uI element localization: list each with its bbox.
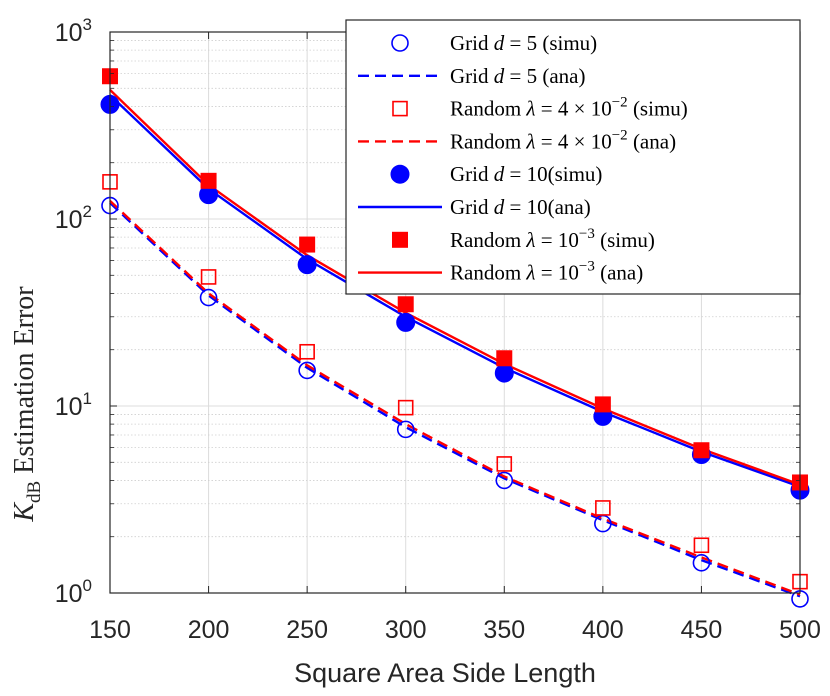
series-lines bbox=[109, 89, 801, 598]
x-tick-label: 200 bbox=[188, 616, 230, 644]
data-point-s2-4 bbox=[496, 456, 513, 472]
legend-label-0: Grid d = 5 (simu) bbox=[450, 31, 597, 55]
x-tick-label: 400 bbox=[582, 616, 624, 644]
data-point-s2-5 bbox=[595, 500, 611, 516]
data-point-s0-6 bbox=[692, 554, 711, 572]
y-tick-labels: 100 101 102 103 bbox=[55, 15, 92, 608]
x-tick-label: 450 bbox=[681, 616, 723, 644]
legend-label-7: Random λ = 10−3 (ana) bbox=[450, 259, 643, 285]
data-point-s4-2 bbox=[297, 255, 317, 275]
y-tick-label: 102 bbox=[55, 202, 92, 234]
data-point-s2-1 bbox=[200, 269, 217, 285]
y-axis-subscript: dB bbox=[24, 481, 45, 503]
legend-label-1: Grid d = 5 (ana) bbox=[450, 64, 585, 88]
x-tick-labels: 150 200 250 300 350 400 450 500 bbox=[89, 616, 821, 644]
y-axis-title: KdB Estimation Error bbox=[9, 286, 45, 523]
legend-label-4: Grid d = 10(simu) bbox=[450, 162, 602, 186]
x-tick-label: 250 bbox=[286, 616, 328, 644]
data-point-s6-5 bbox=[594, 396, 611, 413]
y-tick-label: 100 bbox=[55, 576, 92, 608]
data-point-s6-4 bbox=[496, 350, 513, 367]
legend-label-3: Random λ = 4 × 10−2 (ana) bbox=[450, 127, 676, 153]
data-point-s2-6 bbox=[693, 537, 710, 554]
y-axis-text: Estimation Error bbox=[9, 286, 40, 474]
x-tick-label: 350 bbox=[483, 616, 525, 644]
legend-label-2: Random λ = 4 × 10−2 (simu) bbox=[450, 95, 688, 121]
legend-marker-6 bbox=[392, 231, 408, 248]
data-point-s6-2 bbox=[299, 236, 316, 253]
x-axis-title: Square Area Side Length bbox=[294, 658, 596, 688]
series-line-1 bbox=[109, 202, 801, 598]
data-point-s2-2 bbox=[299, 343, 315, 360]
svg-text:KdB Estimation Error: KdB Estimation Error bbox=[9, 286, 45, 523]
legend-marker-4 bbox=[390, 164, 410, 184]
y-axis-symbol: K bbox=[9, 502, 40, 523]
legend: Grid d = 5 (simu) Grid d = 5 (ana) Random … bbox=[345, 19, 801, 295]
x-tick-label: 500 bbox=[779, 616, 821, 644]
series-line-7 bbox=[109, 89, 801, 486]
data-point-s6-3 bbox=[397, 296, 414, 313]
data-point-s0-1 bbox=[199, 288, 218, 307]
data-point-s0-3 bbox=[396, 420, 415, 439]
data-point-s0-4 bbox=[495, 471, 514, 490]
series-line-3 bbox=[109, 200, 801, 596]
data-point-s4-3 bbox=[396, 312, 416, 332]
legend-label-6: Random λ = 10−3 (simu) bbox=[450, 226, 655, 252]
data-point-s6-1 bbox=[200, 172, 217, 189]
data-point-s6-6 bbox=[693, 442, 710, 459]
y-tick-label: 103 bbox=[55, 15, 92, 47]
data-point-s4-4 bbox=[494, 363, 514, 383]
x-tick-label: 300 bbox=[385, 616, 427, 644]
data-point-s0-2 bbox=[298, 361, 316, 380]
series-line-5 bbox=[109, 94, 801, 488]
legend-label-5: Grid d = 10(ana) bbox=[450, 195, 591, 219]
x-tick-label: 150 bbox=[89, 616, 131, 644]
y-tick-label: 101 bbox=[55, 389, 92, 421]
legend-marker-0 bbox=[391, 34, 409, 52]
legend-marker-2 bbox=[392, 100, 408, 117]
legend-box bbox=[345, 19, 801, 295]
data-point-s2-3 bbox=[397, 399, 414, 416]
